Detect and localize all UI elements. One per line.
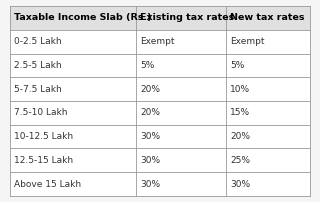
Text: Above 15 Lakh: Above 15 Lakh: [14, 180, 81, 189]
Text: 25%: 25%: [230, 156, 250, 165]
Bar: [10, 30, 136, 54]
Text: 15%: 15%: [230, 108, 251, 117]
Bar: [226, 77, 310, 101]
Text: Exempt: Exempt: [230, 37, 265, 46]
Text: 30%: 30%: [140, 180, 160, 189]
Bar: [226, 30, 310, 54]
Bar: [136, 54, 226, 77]
Text: 20%: 20%: [230, 132, 250, 141]
Bar: [136, 101, 226, 125]
Bar: [10, 125, 136, 148]
Bar: [226, 125, 310, 148]
Bar: [226, 6, 310, 30]
Bar: [10, 172, 136, 196]
Bar: [226, 101, 310, 125]
Bar: [136, 77, 226, 101]
Bar: [136, 125, 226, 148]
Bar: [136, 30, 226, 54]
Text: 5%: 5%: [230, 61, 245, 70]
Text: 7.5-10 Lakh: 7.5-10 Lakh: [14, 108, 67, 117]
Text: 12.5-15 Lakh: 12.5-15 Lakh: [14, 156, 73, 165]
Bar: [136, 6, 226, 30]
Text: 2.5-5 Lakh: 2.5-5 Lakh: [14, 61, 61, 70]
Text: 0-2.5 Lakh: 0-2.5 Lakh: [14, 37, 61, 46]
Text: 10%: 10%: [230, 85, 251, 94]
Bar: [136, 148, 226, 172]
Bar: [10, 77, 136, 101]
Text: 5-7.5 Lakh: 5-7.5 Lakh: [14, 85, 61, 94]
Bar: [10, 101, 136, 125]
Text: Existing tax rates: Existing tax rates: [140, 13, 234, 22]
Bar: [10, 54, 136, 77]
Bar: [226, 54, 310, 77]
Text: New tax rates: New tax rates: [230, 13, 305, 22]
Text: 30%: 30%: [230, 180, 251, 189]
Text: 20%: 20%: [140, 85, 160, 94]
Text: Taxable Income Slab (Rs.): Taxable Income Slab (Rs.): [14, 13, 151, 22]
Text: 30%: 30%: [140, 156, 160, 165]
Text: 5%: 5%: [140, 61, 155, 70]
Bar: [10, 148, 136, 172]
Text: 10-12.5 Lakh: 10-12.5 Lakh: [14, 132, 73, 141]
Text: 30%: 30%: [140, 132, 160, 141]
Bar: [136, 172, 226, 196]
Bar: [10, 6, 136, 30]
Text: Exempt: Exempt: [140, 37, 175, 46]
Text: 20%: 20%: [140, 108, 160, 117]
Bar: [226, 172, 310, 196]
Bar: [226, 148, 310, 172]
